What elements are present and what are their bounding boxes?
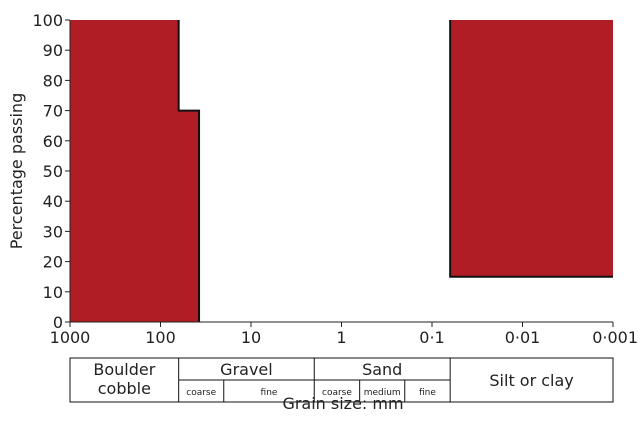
- series-fill: [70, 20, 200, 322]
- y-tick-label: 30: [43, 222, 63, 241]
- x-tick-label: 1000: [50, 328, 91, 347]
- y-tick-label: 90: [43, 41, 63, 60]
- class-group-label: Boulder cobble: [93, 360, 155, 398]
- x-axis-label: Grain size: mm: [282, 394, 403, 413]
- y-tick-label: 70: [43, 102, 63, 121]
- series-fills: [70, 20, 613, 322]
- class-subdivision-label: fine: [261, 388, 278, 398]
- x-tick-label: 0·001: [592, 328, 638, 347]
- x-ticks: 1000 100 10 1 0·1 0·01 0·001: [50, 322, 638, 347]
- y-axis-label: Percentage passing: [7, 93, 26, 249]
- series-outline: [177, 20, 201, 322]
- class-subdivision-label: coarse: [322, 388, 352, 398]
- x-tick-label: 0·01: [505, 328, 541, 347]
- x-tick-label: 0·1: [419, 328, 444, 347]
- y-tick-label: 60: [43, 132, 63, 151]
- series-outline: [449, 20, 613, 278]
- y-tick-label: 20: [43, 253, 63, 272]
- class-group-label-line: Boulder: [93, 360, 155, 379]
- series-fill: [450, 20, 613, 277]
- class-group-label-line: cobble: [98, 379, 151, 398]
- classification-frame: [69, 357, 614, 403]
- y-tick-label: 40: [43, 192, 63, 211]
- y-tick-label: 80: [43, 71, 63, 90]
- x-tick-label: 1: [336, 328, 346, 347]
- class-subdivision-label: medium: [364, 388, 401, 398]
- x-tick-label: 10: [241, 328, 261, 347]
- y-ticks: 0 10 20 30 40 50 60 70 80 90 100: [32, 11, 70, 332]
- class-group-label: Sand: [362, 360, 402, 379]
- y-tick-label: 100: [32, 11, 63, 30]
- x-tick-label: 100: [145, 328, 176, 347]
- class-group-label: Silt or clay: [489, 371, 573, 390]
- y-tick-label: 50: [43, 162, 63, 181]
- y-tick-label: 0: [53, 313, 63, 332]
- class-group-label: Gravel: [220, 360, 273, 379]
- classification-bar: Boulder cobble Gravel coarse fine Sand coarse m…: [69, 357, 614, 403]
- y-tick-label: 10: [43, 283, 63, 302]
- class-subdivision-label: coarse: [186, 388, 216, 398]
- class-subdivision-label: fine: [419, 388, 436, 398]
